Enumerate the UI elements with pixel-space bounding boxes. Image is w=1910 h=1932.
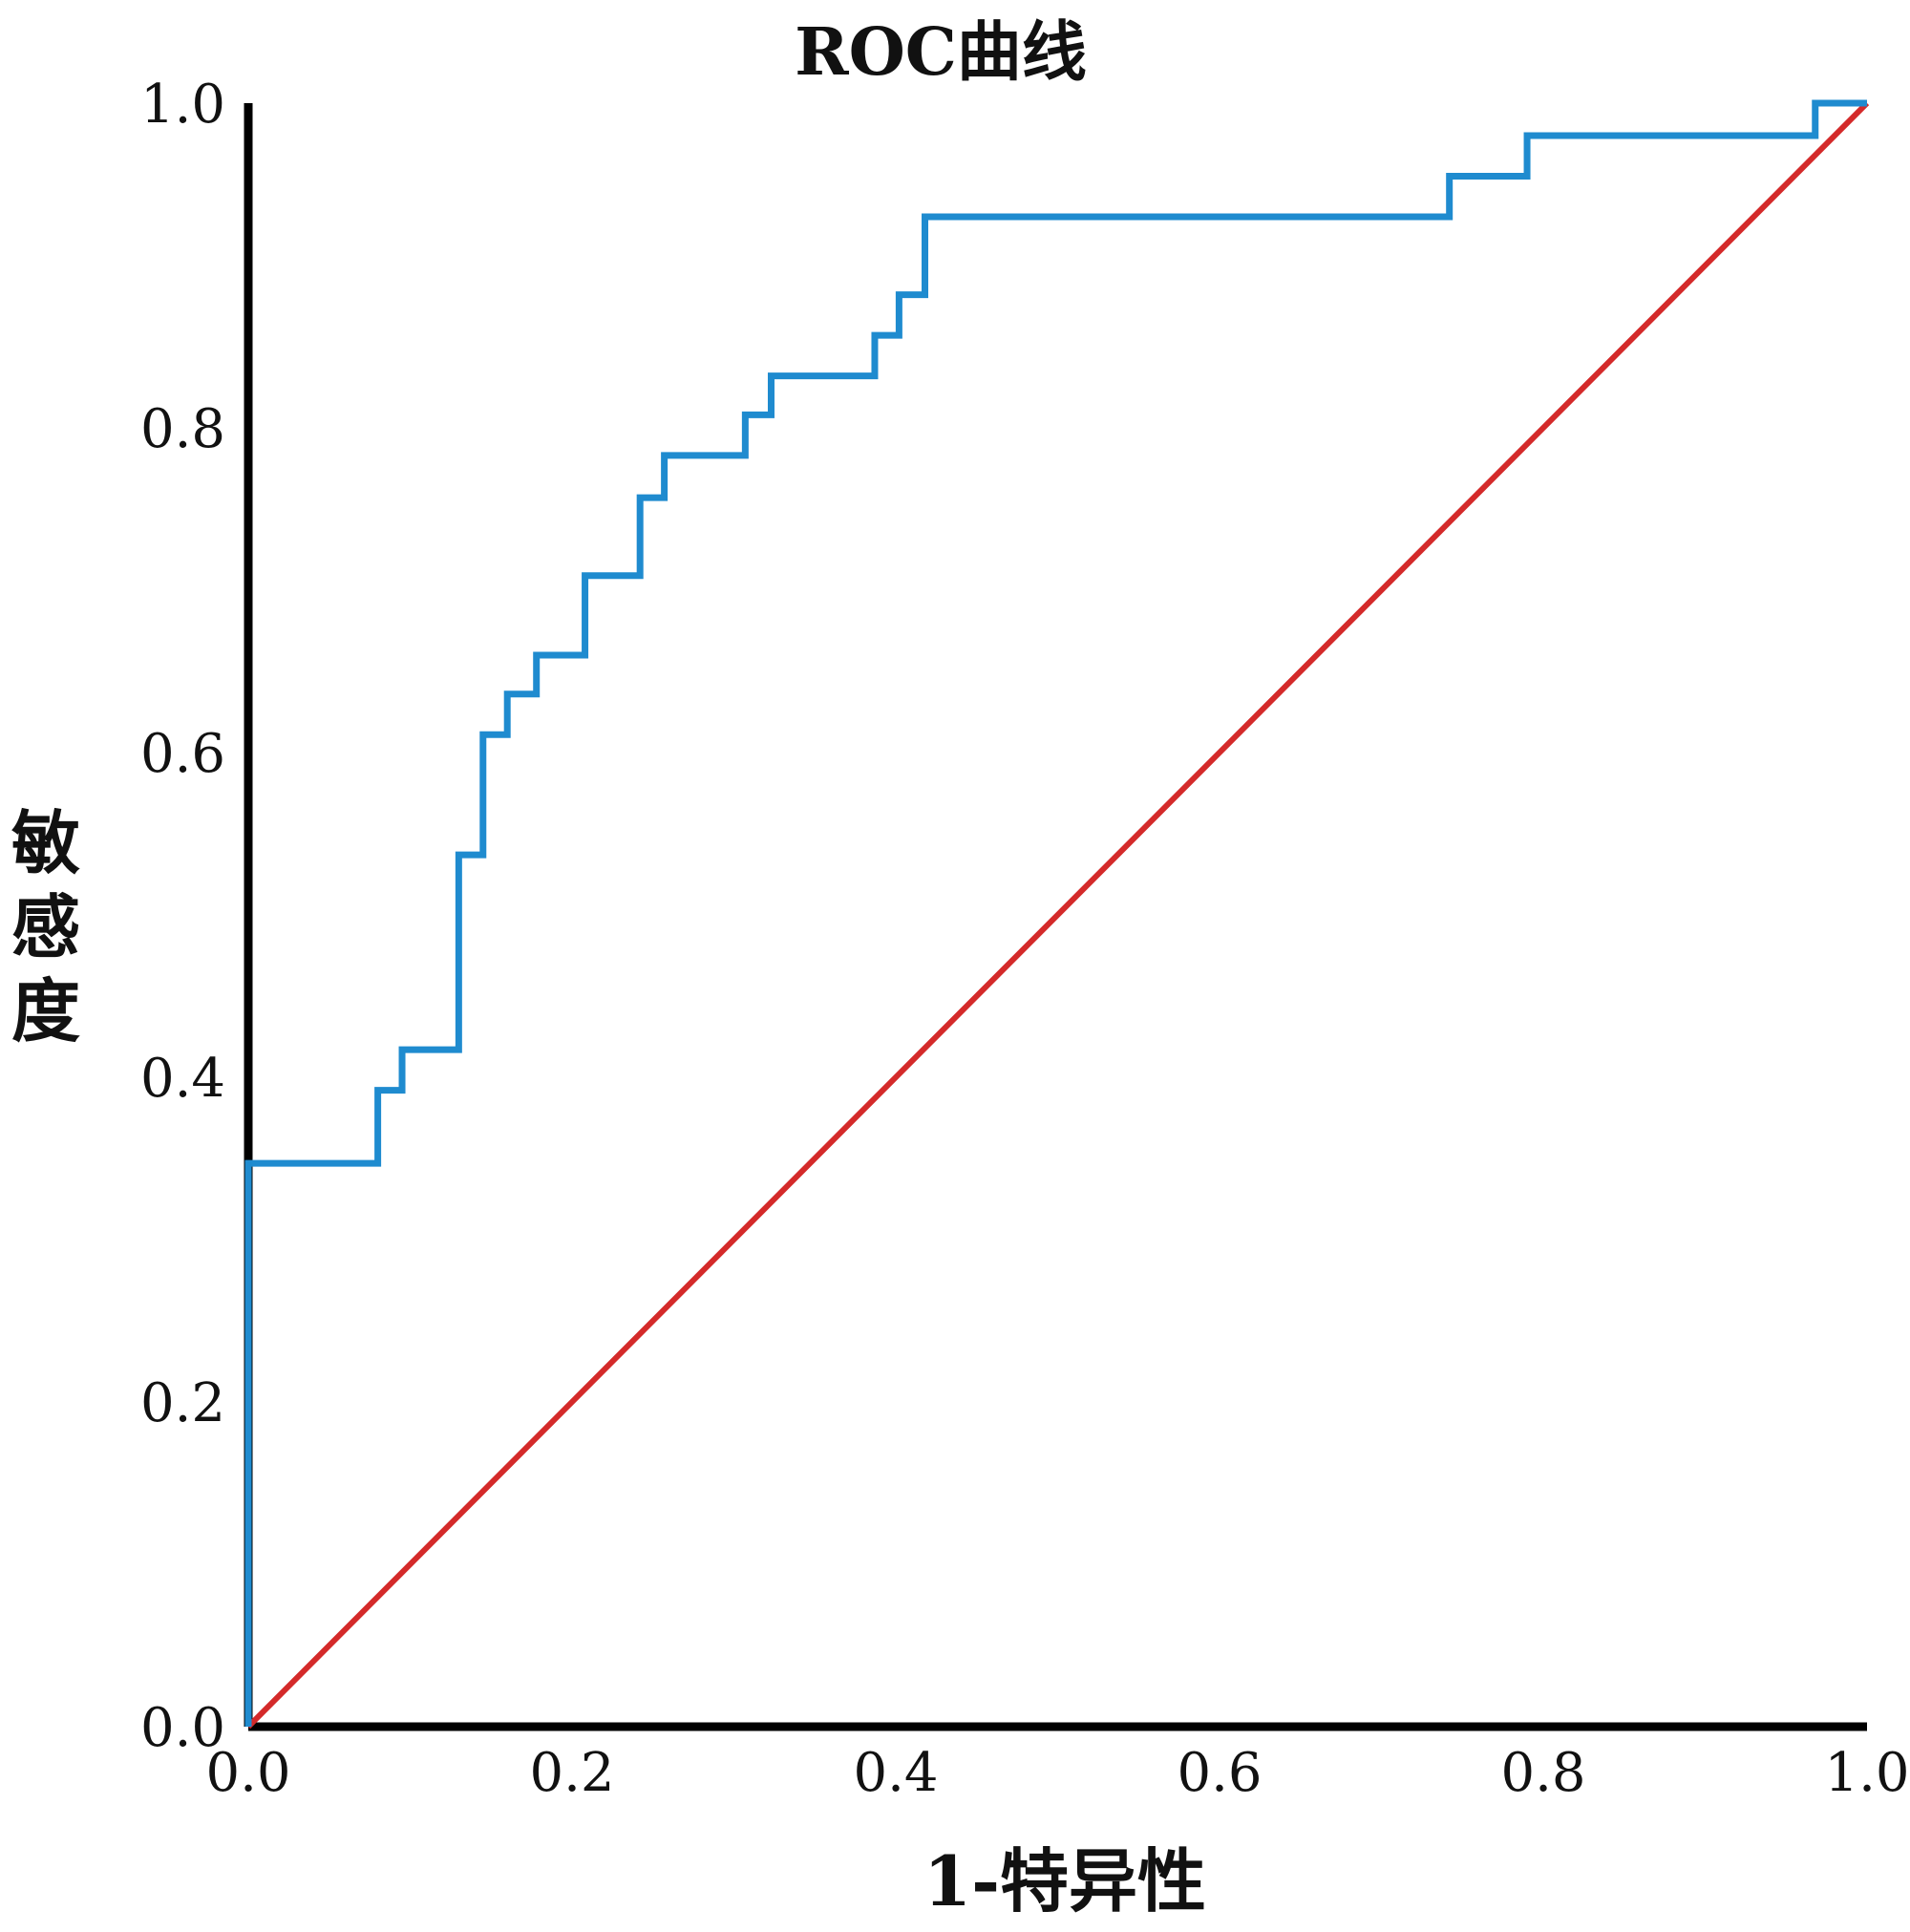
x-tick-label: 0.4 xyxy=(853,1742,938,1804)
y-tick-label: 1.0 xyxy=(140,74,225,136)
series-layer xyxy=(244,99,1870,1730)
y-tick-label: 0.0 xyxy=(140,1697,225,1759)
x-axis-label: 1-特异性 xyxy=(923,1840,1206,1921)
x-tick-label: 0.2 xyxy=(529,1742,614,1804)
y-axis-label: 敏感度 xyxy=(11,802,80,1051)
y-tick-labels: 0.0 0.2 0.4 0.6 0.8 1.0 xyxy=(140,74,225,1759)
roc-curve-line xyxy=(244,99,1867,1727)
x-tick-label: 0.0 xyxy=(205,1742,290,1804)
y-tick-label: 0.6 xyxy=(140,723,225,785)
y-tick-label: 0.8 xyxy=(140,398,225,460)
x-tick-label: 0.8 xyxy=(1500,1742,1585,1804)
reference-diagonal-line xyxy=(245,100,1870,1730)
x-tick-labels: 0.0 0.2 0.4 0.6 0.8 1.0 xyxy=(205,1742,1909,1804)
y-tick-label: 0.4 xyxy=(140,1048,225,1110)
y-tick-label: 0.2 xyxy=(140,1372,225,1434)
x-tick-label: 1.0 xyxy=(1824,1742,1909,1804)
chart-title: ROC曲线 xyxy=(795,14,1087,91)
x-tick-label: 0.6 xyxy=(1177,1742,1262,1804)
